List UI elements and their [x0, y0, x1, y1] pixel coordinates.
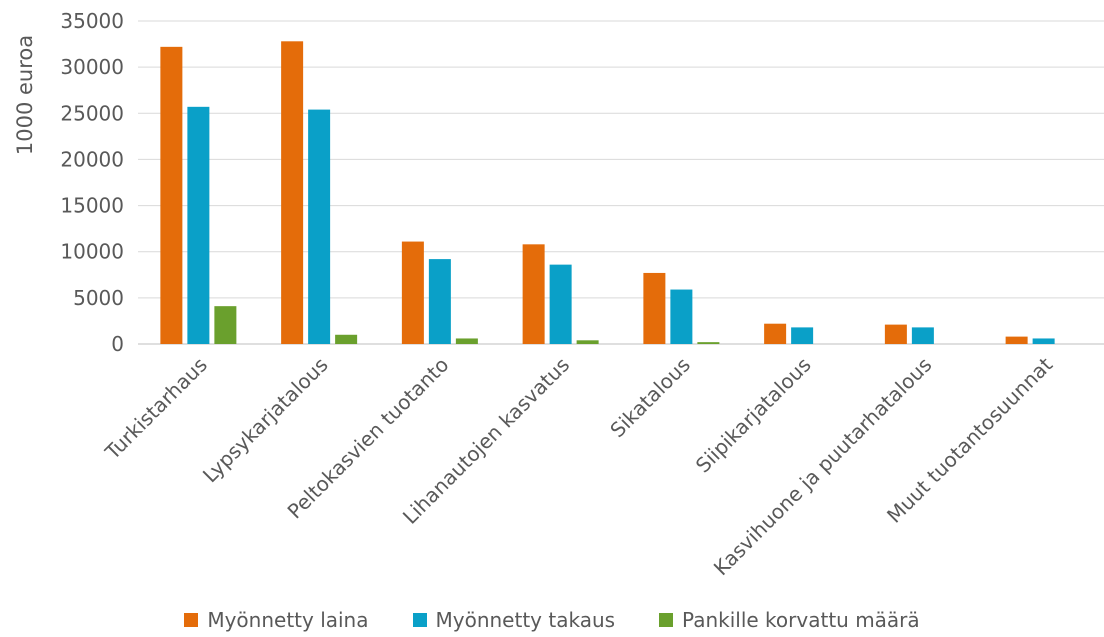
legend-item: Pankille korvattu määrä: [659, 608, 920, 632]
legend-swatch: [659, 613, 674, 627]
x-tick-label: Siipikarjatalous: [691, 353, 816, 478]
x-tick-label: Turkistarhaus: [100, 353, 212, 465]
legend-swatch: [184, 613, 199, 627]
bar: [697, 342, 720, 344]
y-tick-label: 20000: [60, 147, 124, 171]
x-axis-ticks: TurkistarhausLypsykarjatalousPeltokasvie…: [100, 352, 1058, 580]
y-tick-label: 5000: [73, 286, 124, 310]
y-axis-label: 1000 euroa: [13, 35, 37, 155]
y-axis-ticks: 0 5000 10000 15000 20000 25000 30000 35000: [60, 9, 124, 356]
legend: Myönnetty laina Myönnetty takaus Pankille …: [0, 603, 1104, 637]
bar: [1032, 338, 1055, 344]
x-tick-label: Sikatalous: [605, 353, 695, 443]
legend-item: Myönnetty takaus: [412, 608, 616, 632]
bar: [764, 323, 787, 344]
bar: [281, 41, 304, 344]
legend-label: Myönnetty laina: [207, 608, 369, 632]
x-tick-label: Lypsykarjatalous: [198, 353, 333, 488]
y-tick-label: 35000: [60, 9, 124, 33]
y-tick-label: 30000: [60, 55, 124, 79]
x-tick-label: Kasvihuone ja puutarhatalous: [709, 353, 937, 581]
y-tick-label: 10000: [60, 240, 124, 264]
bar: [308, 109, 331, 344]
bar: [643, 272, 666, 344]
legend-swatch: [412, 613, 427, 627]
bar: [549, 264, 572, 344]
bar: [911, 327, 934, 344]
bar: [791, 327, 814, 344]
bar: [428, 259, 451, 344]
legend-label: Pankille korvattu määrä: [682, 608, 920, 632]
y-tick-label: 0: [111, 332, 124, 356]
bar: [670, 289, 693, 344]
bar: [401, 241, 424, 344]
bar: [455, 338, 478, 344]
y-tick-label: 25000: [60, 101, 124, 125]
bar: [576, 340, 599, 344]
bar: [1005, 336, 1028, 344]
legend-item: Myönnetty laina: [184, 608, 369, 632]
y-tick-label: 15000: [60, 194, 124, 218]
bars: [160, 41, 1055, 345]
chart: 0 5000 10000 15000 20000 25000 30000 35000 Turk…: [13, 9, 1104, 580]
legend-label: Myönnetty takaus: [435, 608, 616, 632]
bar: [522, 244, 545, 344]
bar: [160, 46, 183, 345]
bar: [214, 306, 237, 344]
bar: [335, 334, 358, 344]
bar: [884, 324, 907, 344]
bar: [187, 106, 210, 344]
